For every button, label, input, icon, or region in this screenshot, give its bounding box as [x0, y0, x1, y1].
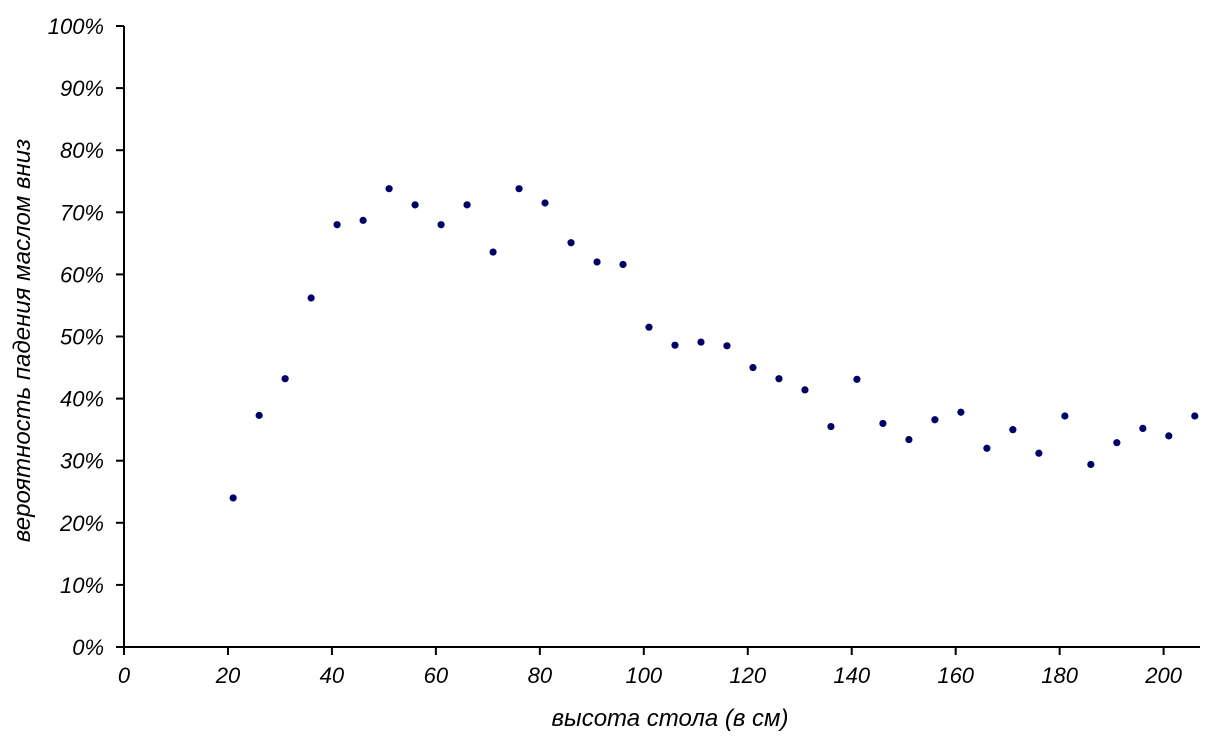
data-point — [281, 375, 289, 383]
y-tick-label: 80% — [60, 138, 104, 163]
x-tick-label: 100 — [625, 663, 662, 688]
y-tick-label: 60% — [60, 262, 104, 287]
data-points — [229, 185, 1199, 502]
data-point — [723, 342, 731, 350]
data-point — [567, 239, 575, 247]
y-tick-label: 90% — [60, 76, 104, 101]
data-point — [307, 294, 315, 302]
data-point — [333, 221, 341, 229]
data-point — [1191, 412, 1199, 420]
data-point — [437, 221, 445, 229]
data-point — [1035, 449, 1043, 457]
x-tick-label: 40 — [320, 663, 345, 688]
data-point — [957, 408, 965, 416]
data-point — [879, 419, 887, 428]
y-tick-label: 10% — [60, 573, 104, 598]
data-point — [905, 435, 913, 444]
data-point — [801, 386, 809, 394]
x-tick-label: 200 — [1144, 663, 1182, 688]
data-point — [593, 258, 601, 266]
data-point — [463, 201, 471, 209]
data-point — [541, 199, 549, 207]
x-tick-label: 60 — [424, 663, 449, 688]
data-point — [983, 444, 991, 452]
data-point — [1165, 432, 1173, 440]
data-point — [255, 411, 263, 419]
x-tick-label: 160 — [937, 663, 974, 688]
y-tick-label: 50% — [60, 325, 104, 350]
data-point — [1087, 460, 1095, 469]
x-tick-label: 120 — [729, 663, 766, 688]
data-point — [359, 216, 367, 224]
y-axis-title: вероятность падения маслом вниз — [9, 139, 36, 542]
x-axis-title: высота стола (в см) — [552, 705, 789, 732]
x-tick-label: 20 — [215, 663, 241, 688]
y-tick-label: 70% — [60, 200, 104, 225]
data-point — [1139, 424, 1147, 433]
x-tick-label: 180 — [1041, 663, 1078, 688]
y-axis-ticks: 0% 10% 20% 30% 40% 50% 60% 70% 80% 90% 100% — [48, 14, 124, 660]
x-tick-label: 0 — [118, 663, 131, 688]
x-tick-label: 80 — [528, 663, 553, 688]
x-tick-label: 140 — [833, 663, 870, 688]
y-tick-label: 20% — [59, 511, 104, 536]
data-point — [853, 375, 861, 383]
data-point — [827, 422, 835, 431]
data-point — [1009, 426, 1017, 434]
data-point — [775, 375, 783, 383]
data-point — [645, 323, 653, 331]
data-point — [931, 416, 939, 424]
y-tick-label: 40% — [60, 387, 104, 412]
data-point — [619, 260, 627, 269]
y-tick-label: 30% — [60, 449, 104, 474]
data-point — [489, 248, 497, 256]
data-point — [229, 494, 237, 502]
data-point — [671, 341, 679, 349]
data-point — [385, 185, 393, 193]
x-axis-ticks: 0 20 40 60 80 100 120 140 160 180 200 — [118, 647, 1183, 688]
data-point — [411, 201, 419, 209]
y-tick-label: 100% — [48, 14, 104, 39]
data-point — [1061, 412, 1069, 420]
data-point — [1113, 439, 1121, 447]
data-point — [749, 363, 757, 372]
data-point — [697, 338, 705, 346]
y-tick-label: 0% — [72, 635, 104, 660]
data-point — [515, 185, 523, 193]
